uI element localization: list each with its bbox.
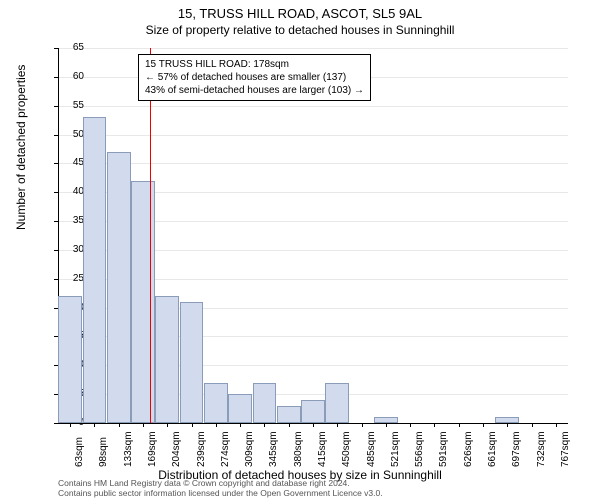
x-tick-label: 626sqm xyxy=(463,431,474,467)
x-tick-label: 274sqm xyxy=(220,431,231,467)
x-tick-label: 556sqm xyxy=(414,431,425,467)
annotation-box: 15 TRUSS HILL ROAD: 178sqm ← 57% of deta… xyxy=(138,54,371,101)
annotation-line-3: 43% of semi-detached houses are larger (… xyxy=(145,84,364,97)
x-tick-label: 661sqm xyxy=(487,431,498,467)
bars-container xyxy=(58,48,568,423)
x-tick-label: 591sqm xyxy=(438,431,449,467)
histogram-bar xyxy=(374,417,398,423)
histogram-bar xyxy=(131,181,155,423)
property-marker-line xyxy=(150,48,151,423)
histogram-bar xyxy=(228,394,252,423)
x-tick-label: 204sqm xyxy=(171,431,182,467)
x-tick-label: 133sqm xyxy=(123,431,134,467)
histogram-bar xyxy=(301,400,325,423)
x-tick-label: 345sqm xyxy=(268,431,279,467)
histogram-bar xyxy=(155,296,179,423)
y-axis-label: Number of detached properties xyxy=(14,65,28,230)
annotation-line-1: 15 TRUSS HILL ROAD: 178sqm xyxy=(145,58,364,71)
footer-line-2: Contains public sector information licen… xyxy=(58,488,383,498)
x-tick-label: 450sqm xyxy=(341,431,352,467)
x-tick-label: 239sqm xyxy=(196,431,207,467)
x-tick-label: 521sqm xyxy=(390,431,401,467)
annotation-line-2: ← 57% of detached houses are smaller (13… xyxy=(145,71,364,84)
x-tick-label: 98sqm xyxy=(98,437,109,467)
x-tick-label: 415sqm xyxy=(317,431,328,467)
x-tick-label: 63sqm xyxy=(74,437,85,467)
histogram-bar xyxy=(253,383,277,423)
histogram-bar xyxy=(495,417,519,423)
chart-subtitle: Size of property relative to detached ho… xyxy=(0,21,600,41)
x-tick-label: 767sqm xyxy=(560,431,571,467)
x-tick-label: 309sqm xyxy=(244,431,255,467)
x-axis-line xyxy=(58,423,568,424)
plot-area: 15 TRUSS HILL ROAD: 178sqm ← 57% of deta… xyxy=(58,48,568,423)
x-tick-label: 169sqm xyxy=(147,431,158,467)
x-tick-label: 697sqm xyxy=(511,431,522,467)
footer-attribution: Contains HM Land Registry data © Crown c… xyxy=(58,478,383,498)
histogram-bar xyxy=(83,117,107,423)
histogram-bar xyxy=(204,383,228,423)
histogram-bar xyxy=(107,152,131,423)
x-tick-label: 485sqm xyxy=(366,431,377,467)
histogram-bar xyxy=(58,296,82,423)
x-tick-label: 732sqm xyxy=(536,431,547,467)
histogram-bar xyxy=(180,302,204,423)
chart-container: { "title": "15, TRUSS HILL ROAD, ASCOT, … xyxy=(0,0,600,500)
chart-title: 15, TRUSS HILL ROAD, ASCOT, SL5 9AL xyxy=(0,0,600,21)
histogram-bar xyxy=(325,383,349,423)
x-tick-label: 380sqm xyxy=(293,431,304,467)
footer-line-1: Contains HM Land Registry data © Crown c… xyxy=(58,478,383,488)
histogram-bar xyxy=(277,406,301,423)
